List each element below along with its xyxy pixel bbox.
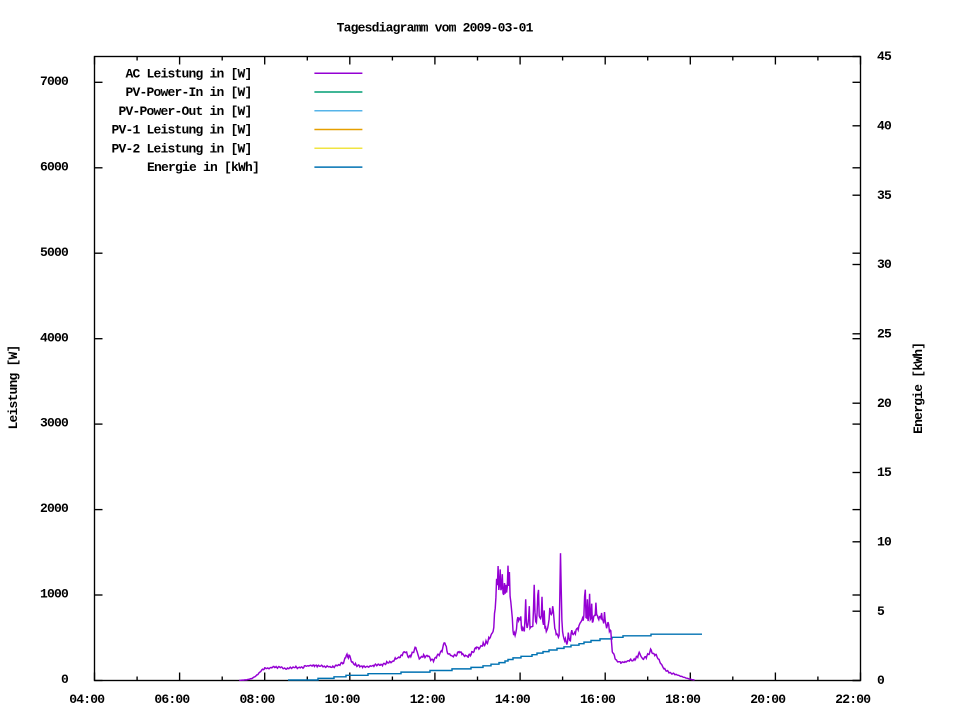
svg-text:1000: 1000 xyxy=(40,587,69,602)
svg-text:Energie [kWh]: Energie [kWh] xyxy=(911,343,926,434)
svg-text:12:00: 12:00 xyxy=(410,692,446,707)
svg-text:PV-1 Leistung in [W]: PV-1 Leistung in [W] xyxy=(111,123,251,138)
svg-text:7000: 7000 xyxy=(40,74,69,89)
svg-text:30: 30 xyxy=(877,257,892,272)
svg-text:PV-2 Leistung in [W]: PV-2 Leistung in [W] xyxy=(111,141,251,156)
svg-text:Leistung [W]: Leistung [W] xyxy=(6,345,21,429)
svg-text:15: 15 xyxy=(877,465,892,480)
svg-text:PV-Power-In in [W]: PV-Power-In in [W] xyxy=(125,85,251,100)
svg-text:5: 5 xyxy=(877,604,885,619)
svg-text:35: 35 xyxy=(877,188,892,203)
svg-text:PV-Power-Out in [W]: PV-Power-Out in [W] xyxy=(118,104,251,119)
svg-text:Energie in [kWh]: Energie in [kWh] xyxy=(147,160,259,175)
svg-text:10: 10 xyxy=(877,534,892,549)
svg-text:25: 25 xyxy=(877,326,892,341)
svg-text:40: 40 xyxy=(877,118,892,133)
svg-text:5000: 5000 xyxy=(40,245,69,260)
svg-text:Tagesdiagramm vom 2009-03-01: Tagesdiagramm vom 2009-03-01 xyxy=(337,21,534,36)
svg-text:18:00: 18:00 xyxy=(665,692,701,707)
svg-text:10:00: 10:00 xyxy=(325,692,361,707)
svg-text:2000: 2000 xyxy=(40,501,69,516)
svg-text:0: 0 xyxy=(877,673,885,688)
svg-text:06:00: 06:00 xyxy=(154,692,190,707)
svg-text:3000: 3000 xyxy=(40,416,69,431)
svg-text:4000: 4000 xyxy=(40,330,69,345)
svg-text:20:00: 20:00 xyxy=(750,692,786,707)
svg-text:20: 20 xyxy=(877,396,892,411)
svg-text:6000: 6000 xyxy=(40,159,69,174)
svg-text:16:00: 16:00 xyxy=(580,692,616,707)
svg-text:04:00: 04:00 xyxy=(69,692,105,707)
svg-text:45: 45 xyxy=(877,49,892,64)
svg-text:22:00: 22:00 xyxy=(835,692,871,707)
svg-text:0: 0 xyxy=(61,672,69,687)
svg-text:08:00: 08:00 xyxy=(239,692,275,707)
svg-text:14:00: 14:00 xyxy=(495,692,531,707)
svg-text:AC Leistung in [W]: AC Leistung in [W] xyxy=(125,66,251,81)
